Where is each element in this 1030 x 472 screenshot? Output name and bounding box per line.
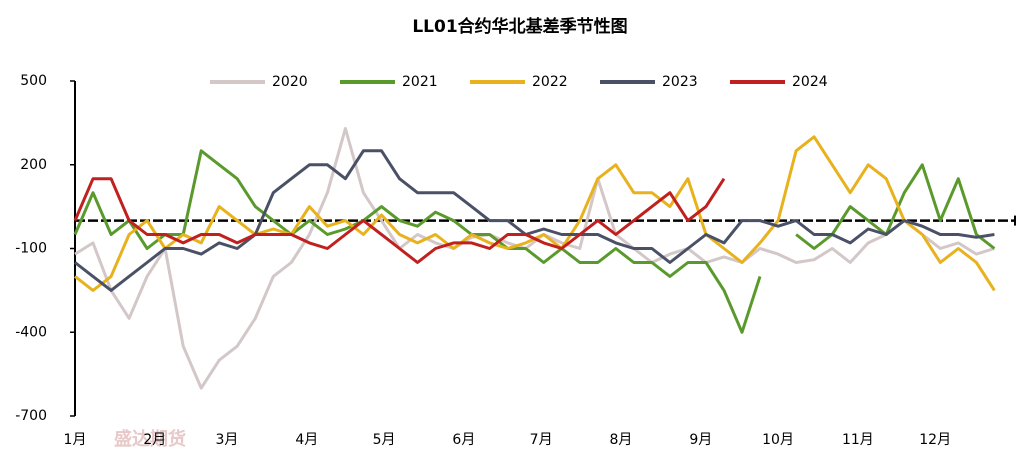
x-tick-label: 7月 <box>530 432 553 448</box>
y-tick-label: -700 <box>15 408 47 424</box>
x-tick-label: 4月 <box>295 432 318 448</box>
x-tick-label: 5月 <box>373 432 396 448</box>
legend-label: 2023 <box>662 74 698 90</box>
legend-label: 2020 <box>272 74 308 90</box>
chart-title: LL01合约华北基差季节性图 <box>412 16 627 37</box>
watermark: 盛达期货 <box>114 428 186 450</box>
series-line <box>73 149 996 334</box>
x-tick-label: 2月 <box>143 432 166 448</box>
y-tick-label: -400 <box>15 324 47 340</box>
series-line <box>73 177 726 264</box>
x-tick-label: 11月 <box>842 432 874 448</box>
x-tick-label: 10月 <box>762 432 794 448</box>
series-line <box>74 149 995 292</box>
x-tick-label: 9月 <box>689 432 712 448</box>
x-tick-label: 3月 <box>215 432 238 448</box>
legend-label: 2022 <box>532 74 568 90</box>
legend-label: 2021 <box>402 74 438 90</box>
x-tick-label: 6月 <box>452 432 475 448</box>
legend-label: 2024 <box>792 74 828 90</box>
y-tick-label: -100 <box>15 241 47 257</box>
series-line <box>74 127 995 390</box>
y-tick-label: 200 <box>20 157 47 173</box>
y-tick-label: 500 <box>20 73 47 89</box>
x-tick-label: 12月 <box>919 432 951 448</box>
x-tick-label: 1月 <box>64 432 87 448</box>
x-tick-label: 8月 <box>610 432 633 448</box>
